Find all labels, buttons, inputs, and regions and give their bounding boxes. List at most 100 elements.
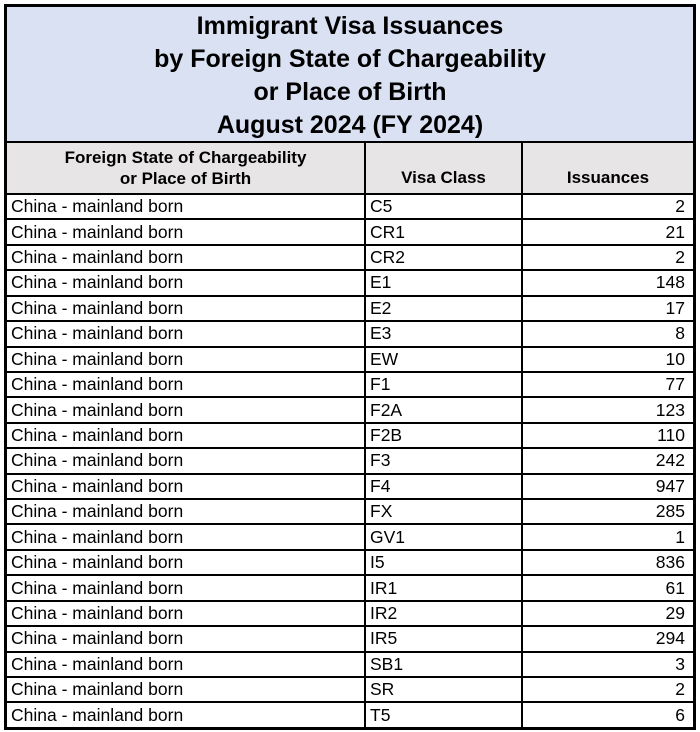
header-state-line-2: or Place of Birth xyxy=(119,169,252,188)
state-cell: China - mainland born xyxy=(7,245,366,270)
table-row: China - mainland born F2B 110 xyxy=(7,423,693,450)
table-row: China - mainland born SR 2 xyxy=(7,678,693,704)
header-visa-class-column: Visa Class xyxy=(366,143,523,193)
state-cell: China - mainland born xyxy=(7,449,366,473)
issuances-cell: 21 xyxy=(665,221,685,242)
table-row: China - mainland born CR1 21 xyxy=(7,220,693,246)
visa-class-cell: I5 xyxy=(366,550,523,575)
state-cell: China - mainland born xyxy=(7,195,366,219)
issuances-cell: 61 xyxy=(665,577,685,598)
visa-class-cell: E3 xyxy=(366,322,523,346)
issuances-cell: 8 xyxy=(675,323,685,344)
visa-class-cell: C5 xyxy=(366,195,523,219)
table-row: China - mainland born SB1 3 xyxy=(7,652,693,679)
issuances-cell: 77 xyxy=(665,374,685,395)
visa-class-cell: CR1 xyxy=(366,220,523,244)
state-cell: China - mainland born xyxy=(7,576,366,600)
title-line-1: Immigrant Visa Issuances xyxy=(196,12,504,40)
header-visa-class-label: Visa Class xyxy=(401,168,486,187)
state-cell: China - mainland born xyxy=(7,678,366,702)
visa-class-cell: IR2 xyxy=(366,601,523,626)
visa-class-cell: E1 xyxy=(366,271,523,295)
issuances-cell: 2 xyxy=(675,196,685,217)
table-row: China - mainland born F3 242 xyxy=(7,449,693,475)
table-row: China - mainland born IR5 294 xyxy=(7,627,693,653)
visa-class-cell: CR2 xyxy=(366,245,523,270)
visa-class-cell: SB1 xyxy=(366,652,523,677)
table-row: China - mainland born GV1 1 xyxy=(7,525,693,551)
visa-class-cell: IR1 xyxy=(366,576,523,600)
visa-class-cell: F3 xyxy=(366,449,523,473)
table-row: China - mainland born CR2 2 xyxy=(7,245,693,272)
state-cell: China - mainland born xyxy=(7,372,366,397)
state-cell: China - mainland born xyxy=(7,525,366,549)
issuances-cell: 17 xyxy=(665,297,685,318)
table-row: China - mainland born F4 947 xyxy=(7,474,693,501)
issuances-cell: 1 xyxy=(675,526,685,547)
table-row: China - mainland born F2A 123 xyxy=(7,398,693,424)
issuances-cell: 6 xyxy=(675,704,685,725)
issuances-cell: 148 xyxy=(655,272,685,293)
title-line-3: or Place of Birth xyxy=(253,78,447,106)
table-row: China - mainland born I5 836 xyxy=(7,550,693,577)
issuances-cell: 285 xyxy=(655,501,685,522)
visa-class-cell: IR5 xyxy=(366,627,523,651)
state-cell: China - mainland born xyxy=(7,296,366,321)
state-cell: China - mainland born xyxy=(7,601,366,626)
table-body: China - mainland born C5 2 China - mainl… xyxy=(7,195,693,727)
table-row: China - mainland born E1 148 xyxy=(7,271,693,297)
visa-class-cell: FX xyxy=(366,500,523,524)
state-cell: China - mainland born xyxy=(7,423,366,448)
state-cell: China - mainland born xyxy=(7,474,366,499)
table-row: China - mainland born E3 8 xyxy=(7,322,693,348)
state-cell: China - mainland born xyxy=(7,703,366,727)
issuances-cell: 29 xyxy=(665,602,685,623)
issuances-cell: 947 xyxy=(655,475,685,496)
visa-class-cell: SR xyxy=(366,678,523,702)
header-state-column: Foreign State of Chargeability or Place … xyxy=(7,143,366,193)
issuances-cell: 2 xyxy=(675,679,685,700)
state-cell: China - mainland born xyxy=(7,322,366,346)
header-issuances-label: Issuances xyxy=(566,168,650,187)
issuances-cell: 836 xyxy=(655,552,685,573)
visa-class-cell: F2A xyxy=(366,398,523,422)
visa-class-cell: F4 xyxy=(366,474,523,499)
issuances-cell: 242 xyxy=(655,450,685,471)
issuances-cell: 2 xyxy=(675,247,685,268)
table-row: China - mainland born E2 17 xyxy=(7,296,693,323)
state-cell: China - mainland born xyxy=(7,652,366,677)
visa-class-cell: F1 xyxy=(366,372,523,397)
issuances-cell: 10 xyxy=(665,348,685,369)
visa-class-cell: GV1 xyxy=(366,525,523,549)
table-row: China - mainland born IR1 61 xyxy=(7,576,693,602)
table-row: China - mainland born FX 285 xyxy=(7,500,693,526)
title-line-2: by Foreign State of Chargeability xyxy=(154,45,546,73)
table-row: China - mainland born F1 77 xyxy=(7,372,693,399)
visa-class-cell: E2 xyxy=(366,296,523,321)
state-cell: China - mainland born xyxy=(7,550,366,575)
state-cell: China - mainland born xyxy=(7,347,366,371)
table-row: China - mainland born T5 6 xyxy=(7,703,693,727)
state-cell: China - mainland born xyxy=(7,220,366,244)
table-title: Immigrant Visa Issuances by Foreign Stat… xyxy=(7,7,693,143)
table-row: China - mainland born IR2 29 xyxy=(7,601,693,628)
header-issuances-column: Issuances xyxy=(523,143,693,193)
state-cell: China - mainland born xyxy=(7,627,366,651)
visa-class-cell: T5 xyxy=(366,703,523,727)
visa-class-cell: EW xyxy=(366,347,523,371)
state-cell: China - mainland born xyxy=(7,500,366,524)
issuances-cell: 123 xyxy=(655,399,685,420)
state-cell: China - mainland born xyxy=(7,271,366,295)
issuances-cell: 3 xyxy=(675,653,685,674)
title-line-4: August 2024 (FY 2024) xyxy=(216,111,484,139)
table-row: China - mainland born EW 10 xyxy=(7,347,693,373)
visa-issuances-table: Immigrant Visa Issuances by Foreign Stat… xyxy=(4,4,696,730)
issuances-cell: 110 xyxy=(657,425,685,445)
header-state-line-1: Foreign State of Chargeability xyxy=(64,148,307,167)
table-row: China - mainland born C5 2 xyxy=(7,195,693,221)
visa-class-cell: F2B xyxy=(366,423,523,448)
table-header-row: Foreign State of Chargeability or Place … xyxy=(7,143,693,195)
issuances-cell: 294 xyxy=(655,628,685,649)
state-cell: China - mainland born xyxy=(7,398,366,422)
